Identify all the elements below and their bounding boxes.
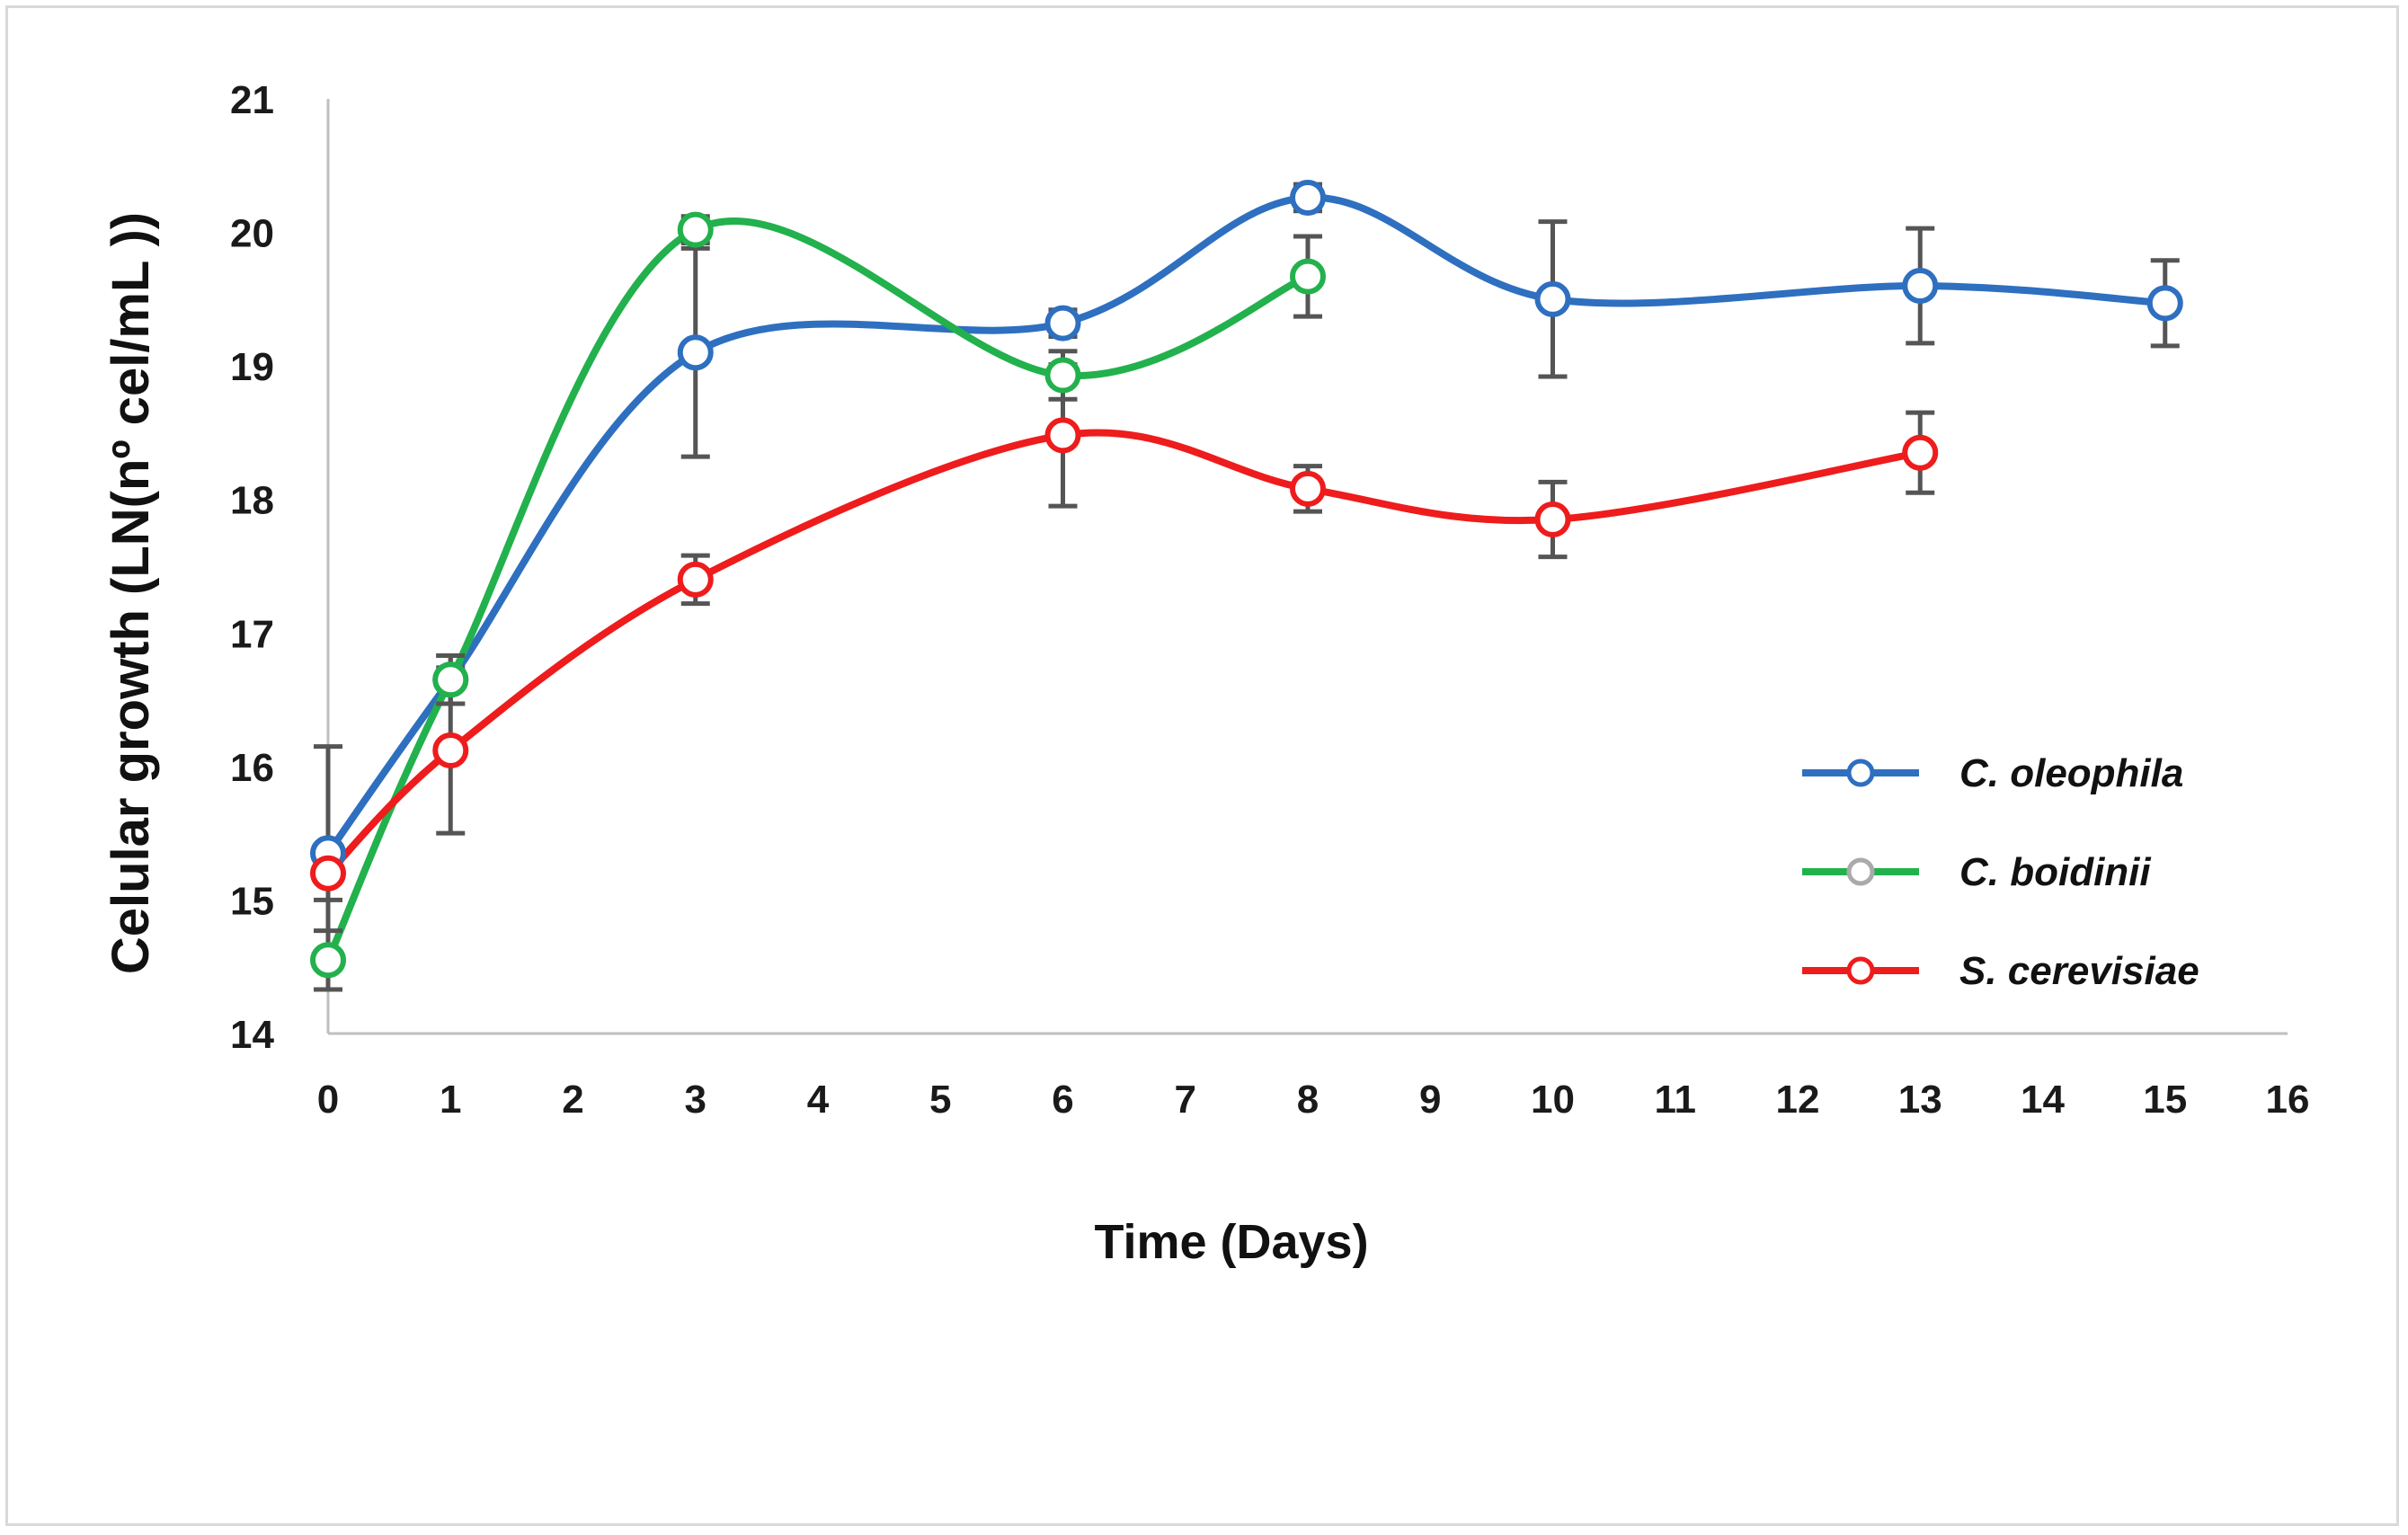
series-markers xyxy=(310,179,2183,979)
x-tick-label: 7 xyxy=(1175,1078,1196,1122)
legend-swatch-marker xyxy=(1846,857,1875,886)
x-tick-label: 4 xyxy=(807,1078,830,1122)
x-axis-title: Time (Days) xyxy=(1094,1215,1368,1269)
data-point xyxy=(310,942,346,979)
x-tick-label: 11 xyxy=(1654,1078,1696,1122)
y-tick-label: 17 xyxy=(230,612,274,656)
data-point xyxy=(1044,417,1081,454)
x-tick-label: 2 xyxy=(562,1078,583,1122)
data-point xyxy=(1534,501,1571,537)
legend-label: C. oleophila xyxy=(1959,751,2183,795)
y-tick-label: 16 xyxy=(230,746,274,790)
x-tick-label: 16 xyxy=(2266,1078,2310,1122)
data-point xyxy=(1290,258,1326,295)
legend-label: S. cerevisiae xyxy=(1959,949,2199,993)
y-tick-label: 18 xyxy=(230,479,274,523)
data-point xyxy=(677,561,714,598)
x-tick-label: 12 xyxy=(1776,1078,1820,1122)
legend-label: C. boidinii xyxy=(1959,850,2151,894)
legend-item: C. boidinii xyxy=(1802,850,2151,894)
data-point xyxy=(1290,470,1326,507)
figure-frame xyxy=(5,5,2399,1526)
data-point xyxy=(432,661,469,698)
legend-swatch-marker xyxy=(1846,956,1875,985)
y-tick-label: 14 xyxy=(230,1013,274,1057)
x-tick-label: 3 xyxy=(685,1078,706,1122)
x-tick-label: 13 xyxy=(1898,1078,1942,1122)
x-tick-label: 5 xyxy=(929,1078,951,1122)
data-point xyxy=(677,211,714,248)
series-line-1 xyxy=(324,217,1311,964)
data-point xyxy=(1902,434,1939,471)
data-point xyxy=(1290,179,1326,216)
x-tick-label: 15 xyxy=(2143,1078,2187,1122)
x-tick-label: 8 xyxy=(1297,1078,1319,1122)
y-axis-title: Celular growth (LN(nº cel/mL )) xyxy=(102,212,160,974)
series-curves xyxy=(324,193,2169,964)
y-tick-label: 15 xyxy=(230,879,274,923)
data-point xyxy=(2146,285,2183,322)
y-tick-label: 21 xyxy=(230,78,274,122)
data-point xyxy=(432,732,469,769)
x-tick-label: 14 xyxy=(2021,1078,2065,1122)
y-tick-label: 19 xyxy=(230,345,274,389)
data-point xyxy=(677,334,714,371)
legend-swatch-marker xyxy=(1846,759,1875,787)
y-tick-label: 20 xyxy=(230,212,274,256)
legend: C. oleophila C. boidinii S. cerevisiae xyxy=(1802,751,2199,993)
legend-item: S. cerevisiae xyxy=(1802,949,2199,993)
data-point xyxy=(310,855,346,892)
x-tick-label: 10 xyxy=(1531,1078,1575,1122)
x-tick-label: 6 xyxy=(1052,1078,1073,1122)
data-point xyxy=(1902,268,1939,304)
x-tick-label: 0 xyxy=(317,1078,339,1122)
series-line-0 xyxy=(324,193,2169,857)
data-point xyxy=(1534,280,1571,317)
legend-item: C. oleophila xyxy=(1802,751,2183,795)
data-point xyxy=(1044,357,1081,394)
x-tick-label: 9 xyxy=(1419,1078,1441,1122)
data-point xyxy=(1044,305,1081,342)
x-tick-label: 1 xyxy=(440,1078,461,1122)
